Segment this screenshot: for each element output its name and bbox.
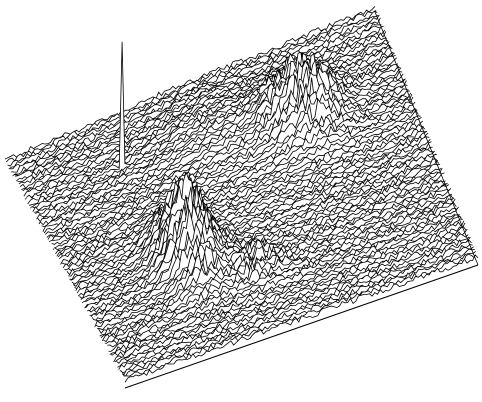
- base-edge: [374, 11, 479, 266]
- surface-line: [60, 120, 423, 265]
- surface-line: [23, 44, 392, 197]
- surface-line: [103, 214, 460, 343]
- surface-line: [94, 194, 453, 328]
- surface-line: [12, 23, 382, 177]
- surface-line: [74, 150, 435, 290]
- surface-line: [114, 236, 470, 363]
- surface-line: [124, 254, 479, 383]
- surface-line: [83, 167, 443, 303]
- surface-line: [28, 41, 396, 206]
- surface-line: [57, 115, 421, 258]
- surface-line: [32, 52, 400, 212]
- surface-line: [75, 153, 436, 291]
- surface-line: [97, 197, 455, 331]
- surface-line: [80, 163, 441, 300]
- surface-line: [43, 71, 409, 234]
- surface-line: [49, 96, 414, 243]
- surface-line: [47, 93, 413, 240]
- surface-line: [79, 160, 440, 300]
- surface-line: [51, 101, 416, 245]
- surface-line: [42, 66, 408, 232]
- surface-line: [38, 62, 405, 225]
- surface-line: [4, 6, 376, 160]
- surface-line: [18, 36, 387, 185]
- surface-line: [98, 198, 456, 335]
- surface-line: [120, 248, 475, 376]
- surface-line: [117, 239, 472, 368]
- surface-line: [118, 243, 473, 370]
- surface-line: [99, 202, 457, 337]
- surface-mask: [125, 255, 478, 389]
- surface-line: [15, 26, 384, 177]
- surface-line: [45, 77, 410, 235]
- surface-line: [10, 14, 380, 170]
- surface-line: [71, 146, 433, 285]
- surface-line: [84, 172, 444, 309]
- surface-line: [26, 51, 394, 199]
- surface-line: [8, 15, 379, 170]
- surface-line: [61, 124, 424, 265]
- surface-line: [81, 168, 442, 304]
- surface-line: [21, 41, 390, 190]
- surface-line: [105, 215, 462, 345]
- surface-line: [113, 233, 469, 363]
- surface-line: [54, 107, 418, 250]
- surface-line: [35, 52, 402, 215]
- surface-line: [100, 207, 458, 339]
- surface-line: [65, 131, 428, 271]
- surface-line: [104, 214, 461, 345]
- base-edge: [124, 264, 479, 389]
- surface-line: [68, 136, 430, 277]
- surface-line: [110, 226, 467, 358]
- surface-line: [69, 138, 431, 280]
- surface-line: [40, 58, 406, 226]
- surface-line: [16, 29, 386, 182]
- surface-line: [78, 158, 439, 297]
- surface-line: [56, 116, 420, 257]
- surface-line: [62, 126, 426, 269]
